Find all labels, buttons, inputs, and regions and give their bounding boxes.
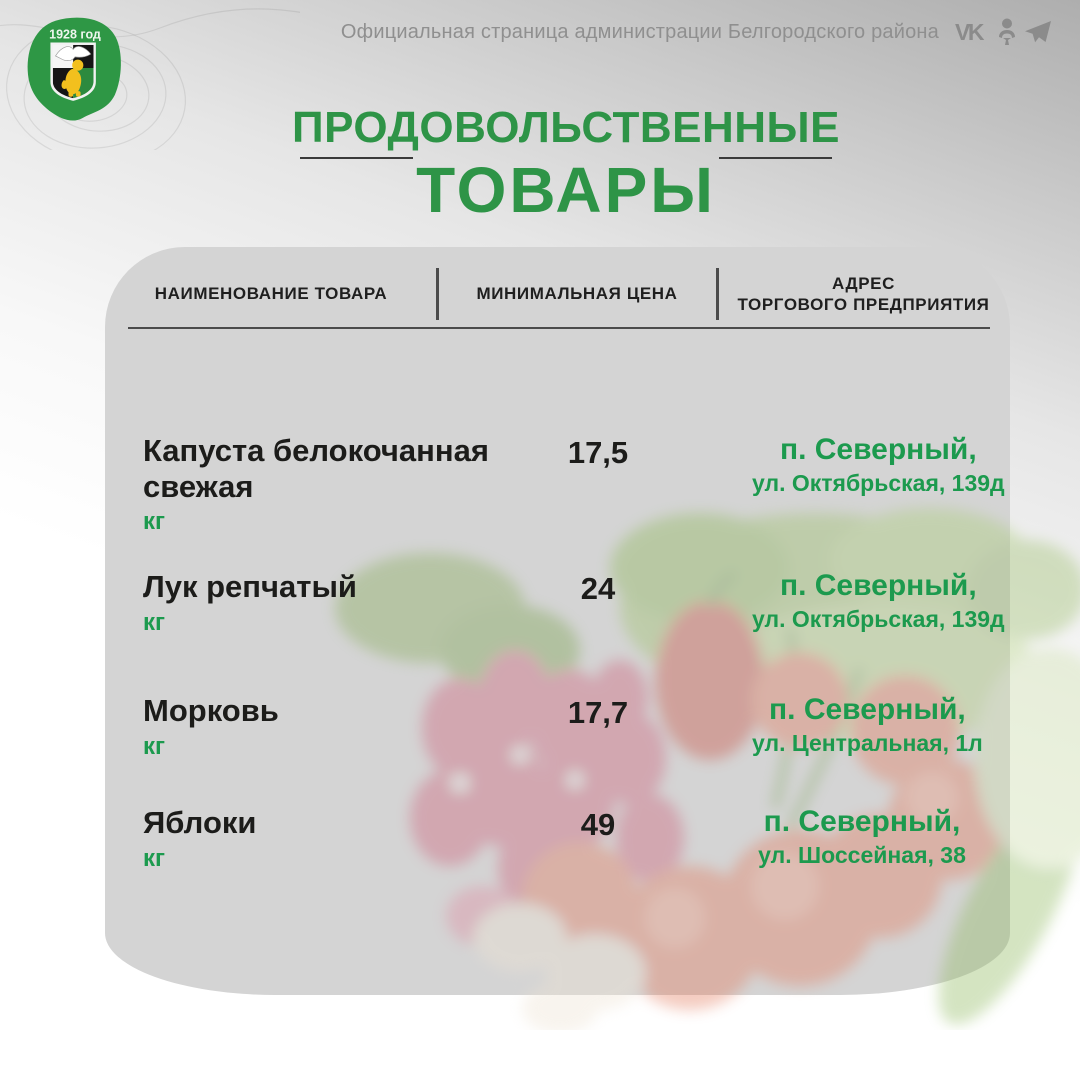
topbar: Официальная страница администрации Белго…: [341, 18, 1052, 46]
vk-icon[interactable]: VK: [954, 19, 990, 45]
telegram-icon[interactable]: [1024, 20, 1052, 45]
product-address-line1: п. Северный,: [763, 805, 961, 838]
product-price: 17,5: [567, 435, 629, 470]
product-cell: Капуста белокочанная свежая кг: [143, 433, 518, 536]
product-address-line2: ул. Центральная, 1л: [752, 730, 983, 756]
page-title-line2: ТОВАРЫ: [416, 154, 716, 226]
page-title: ПРОДОВОЛЬСТВЕННЫЕ ТОВАРЫ: [26, 103, 1080, 226]
social-icons: VK: [954, 18, 1052, 46]
products-table: НАИМЕНОВАНИЕ ТОВАРА МИНИМАЛЬНАЯ ЦЕНА АДР…: [105, 247, 1010, 995]
product-address: п. Северный, ул. Октябрьская, 139д: [678, 569, 1005, 637]
product-unit: кг: [143, 844, 166, 872]
header-divider-1: [436, 268, 439, 320]
product-price: 17,7: [567, 695, 629, 730]
product-address-line2: ул. Октябрьская, 139д: [752, 470, 1005, 496]
table-row: Капуста белокочанная свежая кг 17,5 п. С…: [143, 433, 1005, 536]
column-header-price: МИНИМАЛЬНАЯ ЦЕНА: [476, 284, 678, 304]
column-header-address: АДРЕС ТОРГОВОГО ПРЕДПРИЯТИЯ: [737, 273, 990, 314]
product-address: п. Северный, ул. Центральная, 1л: [678, 693, 983, 761]
logo-year-label: 1928 год: [49, 27, 101, 41]
product-name: Яблоки: [143, 805, 257, 840]
coat-of-arms: [50, 42, 96, 101]
table-row: Морковь кг 17,7 п. Северный, ул. Централ…: [143, 693, 983, 761]
table-row: Лук репчатый кг 24 п. Северный, ул. Октя…: [143, 569, 1005, 637]
product-address-line1: п. Северный,: [779, 433, 977, 466]
table-header-row: НАИМЕНОВАНИЕ ТОВАРА МИНИМАЛЬНАЯ ЦЕНА АДР…: [105, 261, 1010, 327]
official-page-label: Официальная страница администрации Белго…: [340, 20, 939, 43]
product-name: Морковь: [143, 693, 279, 728]
product-unit: кг: [143, 608, 166, 636]
svg-text:VK: VK: [955, 19, 985, 45]
title-underline-right: [719, 157, 832, 159]
product-address-line2: ул. Октябрьская, 139д: [752, 606, 1005, 632]
ok-icon[interactable]: [998, 18, 1016, 46]
product-address: п. Северный, ул. Шоссейная, 38: [678, 805, 972, 873]
product-address: п. Северный, ул. Октябрьская, 139д: [678, 433, 1005, 536]
product-price: 49: [580, 807, 616, 842]
title-underline-left: [300, 157, 413, 159]
column-header-name: НАИМЕНОВАНИЕ ТОВАРА: [154, 284, 388, 304]
product-cell: Морковь кг: [143, 693, 518, 761]
product-cell: Яблоки кг: [143, 805, 518, 873]
product-name: Лук репчатый: [143, 569, 357, 604]
product-unit: кг: [143, 508, 166, 536]
header-divider-2: [716, 268, 719, 320]
product-price: 24: [580, 571, 616, 606]
page-title-line1: ПРОДОВОЛЬСТВЕННЫЕ: [292, 103, 840, 152]
product-address-line2: ул. Шоссейная, 38: [758, 842, 966, 868]
product-name: Капуста белокочанная свежая: [143, 433, 489, 504]
product-address-line1: п. Северный,: [769, 693, 966, 726]
product-unit: кг: [143, 732, 166, 760]
table-row: Яблоки кг 49 п. Северный, ул. Шоссейная,…: [143, 805, 972, 873]
product-address-line1: п. Северный,: [779, 569, 977, 602]
product-cell: Лук репчатый кг: [143, 569, 518, 637]
header-rule: [128, 327, 990, 329]
